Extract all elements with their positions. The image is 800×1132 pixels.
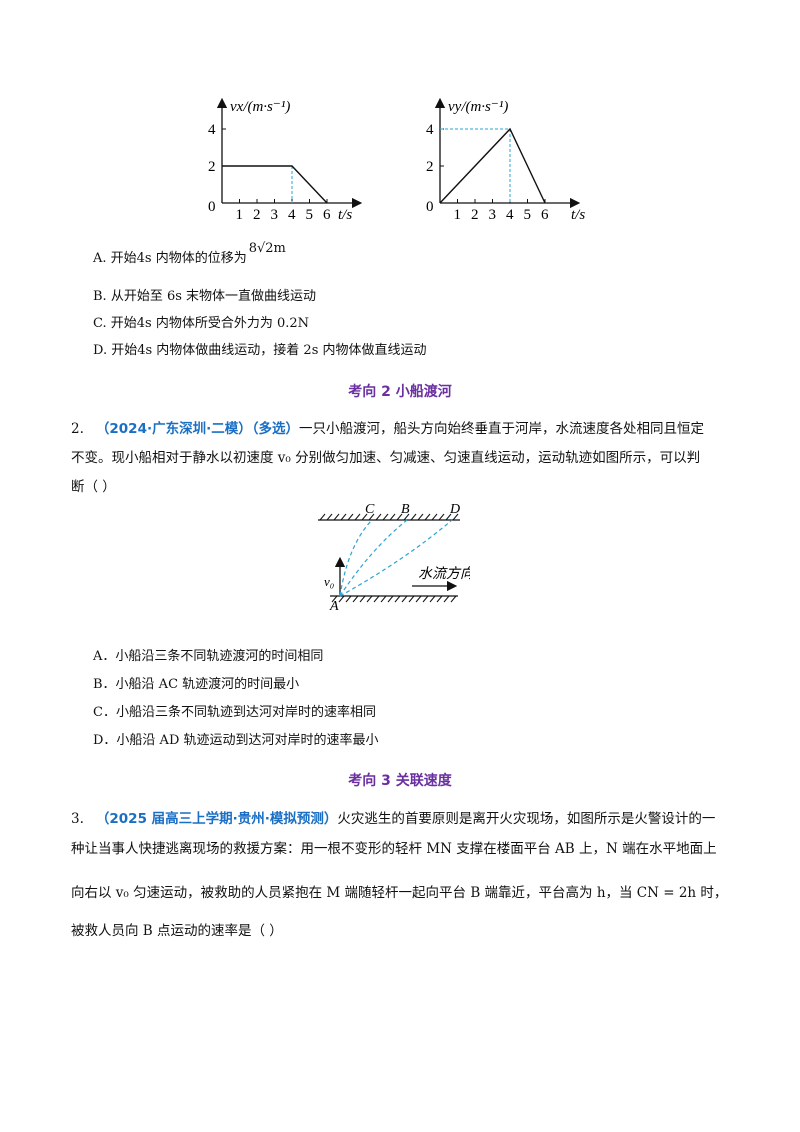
vy-x-tick-label: 4 (506, 207, 514, 223)
vx-graph: vx/(m·s⁻¹) t/s 0 1 2 3 4 5 624 (208, 97, 363, 223)
vx-x-tick-label: 1 (236, 207, 244, 223)
vy-x-tick-label: 1 (454, 207, 462, 223)
section-heading-3: 考向 3 关联速度 (348, 773, 452, 789)
q3-line-2: 种让当事人快捷逃离现场的救援方案：用一根不变形的轻杆 MN 支撑在楼面平台 AB… (71, 841, 717, 857)
q2-text-2: 不变。现小船相对于静水以初速度 v₀ 分别做匀加速、匀减速、匀速直线运动，运动轨… (71, 450, 701, 466)
near-bank-hatching (331, 595, 457, 603)
q2-text-1: 一只小船渡河，船头方向始终垂直于河岸，水流速度各处相同且恒定 (298, 421, 704, 437)
trajectory-ac (339, 519, 373, 597)
vy-y-tick-label: 2 (426, 159, 434, 175)
flow-label: 水流方向 (418, 566, 470, 582)
vy-x-tick-label: 5 (524, 207, 532, 223)
vx-xlabel: t/s (338, 207, 352, 223)
vx-x-tick-label: 4 (288, 207, 296, 223)
v0-label: v₀ (324, 574, 334, 589)
vx-ylabel: vx/(m·s⁻¹) (230, 99, 290, 115)
q2-line-1: 2. （2024·广东深圳·二模）（多选）一只小船渡河，船头方向始终垂直于河岸，水… (71, 420, 731, 438)
vx-x-tick-label: 6 (323, 207, 331, 223)
q1-option-a-prefix: A. 开始4s 内物体的位移为 (93, 251, 247, 266)
q1-option-d: D. 开始4s 内物体做曲线运动，接着 2s 内物体做直线运动 (93, 343, 427, 358)
q2-option-d: D．小船沿 AD 轨迹运动到达河对岸时的速率最小 (93, 733, 379, 748)
q2-text-3: 断（ ） (71, 479, 116, 495)
q3-line-1-text: 火灾逃生的首要原则是离开火灾现场，如图所示是火警设计的一 (337, 811, 716, 827)
vy-y-tick-label: 4 (426, 122, 434, 138)
q3-line-1: 3. （2025 届高三上学期·贵州·模拟预测）火灾逃生的首要原则是离开火灾现场，… (71, 810, 731, 828)
q2-source: （2024·广东深圳·二模）（多选） (95, 421, 299, 437)
label-b: B (401, 502, 410, 517)
vy-x-tick-label: 3 (489, 207, 497, 223)
vy-series-line (439, 127, 546, 204)
vx-x-tick-label: 3 (271, 207, 279, 223)
q3-number: 3. (71, 811, 84, 827)
q3-line-4: 被救人员向 B 点运动的速率是（ ） (71, 923, 283, 939)
vx-x-tick-label: 5 (306, 207, 314, 223)
vx-series-line (222, 165, 328, 204)
vy-ylabel: vy/(m·s⁻¹) (448, 99, 508, 115)
q3-line-3: 向右以 v₀ 匀速运动，被救助的人员紧抱在 M 端随轻杆一起向平台 B 端靠近，… (71, 885, 728, 901)
vx-x-tick-label: 2 (253, 207, 261, 223)
vy-graph: vy/(m·s⁻¹) t/s 0 1 2 3 4 5 624 (426, 97, 585, 223)
vy-x-tick-label: 6 (541, 207, 549, 223)
far-bank-hatching (319, 513, 459, 521)
vy-xlabel: t/s (571, 207, 585, 223)
label-d: D (449, 502, 460, 517)
vx-y-tick-label: 2 (208, 159, 216, 175)
trajectory-ab (339, 519, 408, 597)
q2-option-c: C．小船沿三条不同轨迹到达河对岸时的速率相同 (93, 705, 376, 720)
q2-option-a: A．小船沿三条不同轨迹渡河的时间相同 (93, 649, 324, 664)
vx-origin: 0 (208, 199, 216, 215)
label-a: A (329, 599, 339, 610)
vy-x-tick-label: 2 (471, 207, 479, 223)
q1-option-b: B. 从开始至 6s 末物体一直做曲线运动 (93, 289, 317, 304)
river-figure: 水流方向 v₀ A C B D (318, 502, 470, 610)
section-heading-2: 考向 2 小船渡河 (348, 384, 452, 400)
q1-option-a-value: 8√2m (248, 241, 286, 256)
vx-y-tick-label: 4 (208, 122, 216, 138)
q2-number: 2. (71, 421, 84, 437)
vy-origin: 0 (426, 199, 434, 215)
q1-option-c: C. 开始4s 内物体所受合外力为 0.2N (93, 316, 310, 331)
q2-option-b: B．小船沿 AC 轨迹渡河的时间最小 (93, 677, 300, 692)
q3-source: （2025 届高三上学期·贵州·模拟预测） (95, 811, 338, 827)
q1-option-a: A. 开始4s 内物体的位移为8√2m (93, 241, 286, 268)
label-c: C (365, 502, 375, 517)
trajectory-ad (339, 519, 453, 597)
